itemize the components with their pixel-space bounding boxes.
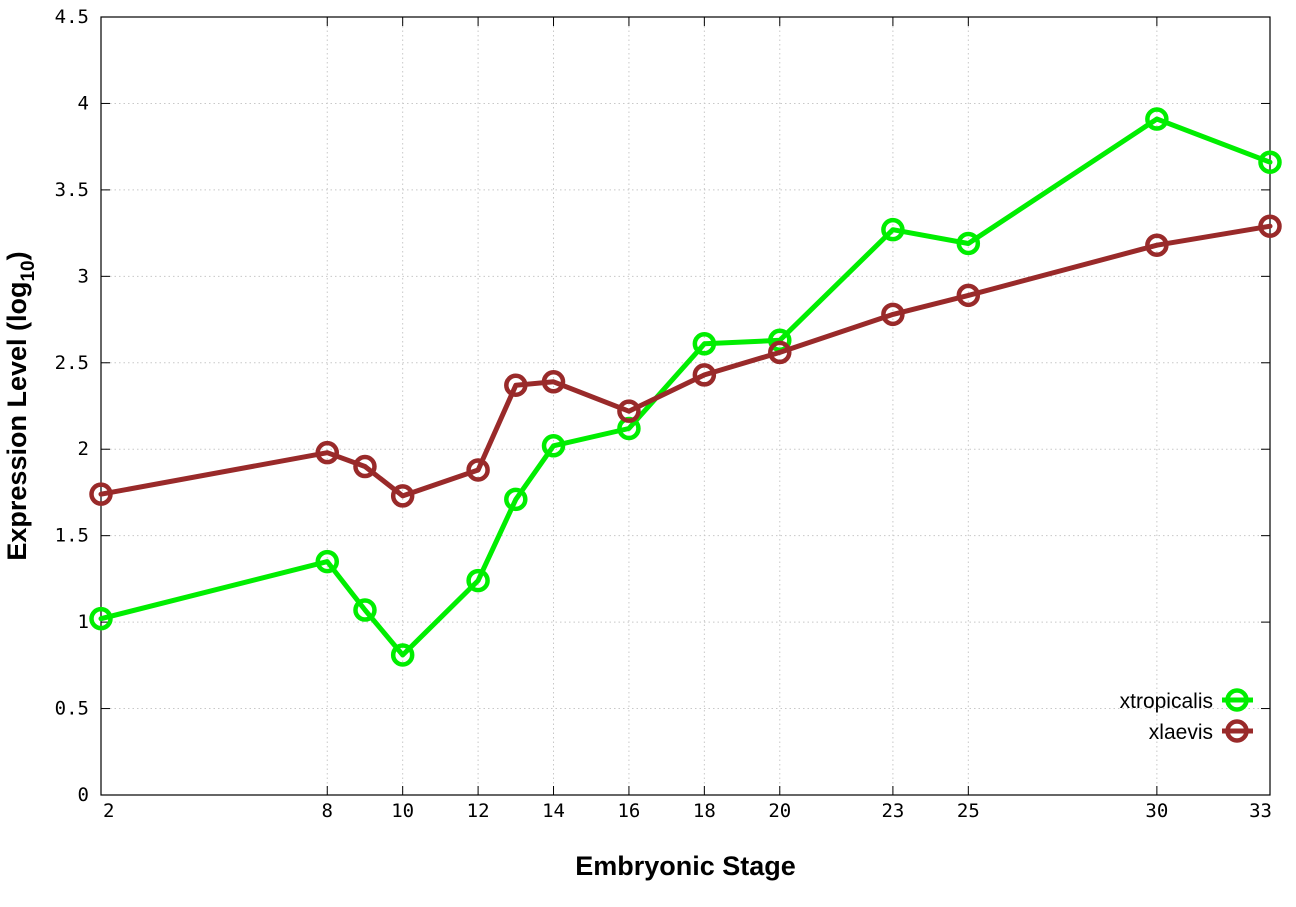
y-tick-label: 0.5 — [55, 698, 89, 720]
grid — [101, 17, 1270, 795]
data-point-xlaevis — [315, 440, 340, 465]
data-point-xlaevis — [89, 482, 113, 506]
x-tick-label: 20 — [768, 800, 791, 822]
data-point-xlaevis — [692, 363, 717, 387]
data-point-xtropicalis — [390, 643, 415, 667]
y-axis-title: Expression Level (log10) — [2, 251, 39, 560]
y-tick-label: 1.5 — [55, 525, 89, 547]
axis-ticks: 0 0.5 1 1.5 2 2.5 3 3.5 4 4.5 2 8 10 12 14 16 18 20 23 25 30… — [55, 6, 1272, 822]
series-line-xlaevis — [98, 223, 1273, 499]
data-point-xtropicalis — [692, 332, 717, 356]
series-xlaevis — [89, 214, 1282, 508]
data-point-xtropicalis — [89, 606, 113, 631]
series-xtropicalis — [89, 107, 1282, 667]
legend-marker-xlaevis — [1225, 719, 1249, 743]
data-point-xlaevis — [768, 340, 792, 365]
data-point-xtropicalis — [315, 549, 340, 574]
y-tick-label: 4 — [78, 92, 89, 114]
x-tick-label: 18 — [693, 800, 716, 822]
data-point-xlaevis — [466, 458, 490, 482]
data-point-xtropicalis — [956, 231, 981, 256]
x-tick-label: 16 — [617, 800, 640, 822]
data-point-xtropicalis — [541, 434, 566, 458]
y-tick-label: 0 — [78, 784, 89, 806]
data-point-xlaevis — [1258, 214, 1282, 238]
legend-label-xtropicalis: xtropicalis — [1120, 690, 1213, 713]
data-point-xlaevis — [881, 302, 905, 327]
data-point-xlaevis — [956, 283, 981, 308]
data-point-xlaevis — [1145, 233, 1169, 257]
x-tick-label: 2 — [103, 800, 114, 822]
data-point-xlaevis — [353, 454, 377, 479]
x-tick-label: 25 — [957, 800, 980, 822]
data-point-xlaevis — [541, 370, 566, 394]
y-tick-label: 3 — [78, 265, 89, 287]
plot-frame — [100, 16, 1271, 796]
x-tick-label: 12 — [467, 800, 490, 822]
x-tick-label: 14 — [542, 800, 565, 822]
x-tick-label: 23 — [881, 800, 904, 822]
y-tick-label: 3.5 — [55, 179, 89, 201]
legend-marker-xtropicalis — [1225, 688, 1249, 712]
data-point-xtropicalis — [466, 568, 490, 593]
data-point-xlaevis — [617, 399, 641, 423]
data-point-xtropicalis — [1258, 150, 1282, 174]
legend-label-xlaevis: xlaevis — [1149, 721, 1213, 744]
data-point-xtropicalis — [881, 217, 905, 242]
y-tick-label: 2 — [78, 438, 89, 460]
x-tick-label: 8 — [322, 800, 333, 822]
legend: xtropicalis xlaevis — [1120, 688, 1253, 744]
series-layer — [89, 107, 1282, 667]
y-axis-title-main: Expression Level (log — [2, 282, 32, 561]
y-tick-label: 1 — [78, 611, 89, 633]
x-tick-label: 10 — [391, 800, 414, 822]
series-line-xtropicalis — [98, 116, 1273, 658]
data-point-xlaevis — [390, 484, 415, 508]
x-axis-title: Embryonic Stage — [575, 851, 796, 881]
x-tick-label: 33 — [1249, 800, 1272, 822]
x-tick-label: 30 — [1145, 800, 1168, 822]
y-axis-title-close: ) — [2, 251, 32, 260]
data-point-xtropicalis — [1145, 107, 1169, 131]
data-point-xtropicalis — [504, 487, 528, 512]
y-tick-label: 2.5 — [55, 352, 89, 374]
y-axis-title-subscript: 10 — [18, 260, 39, 281]
data-point-xlaevis — [504, 373, 528, 398]
data-point-xtropicalis — [353, 598, 377, 622]
y-tick-label: 4.5 — [55, 6, 89, 28]
